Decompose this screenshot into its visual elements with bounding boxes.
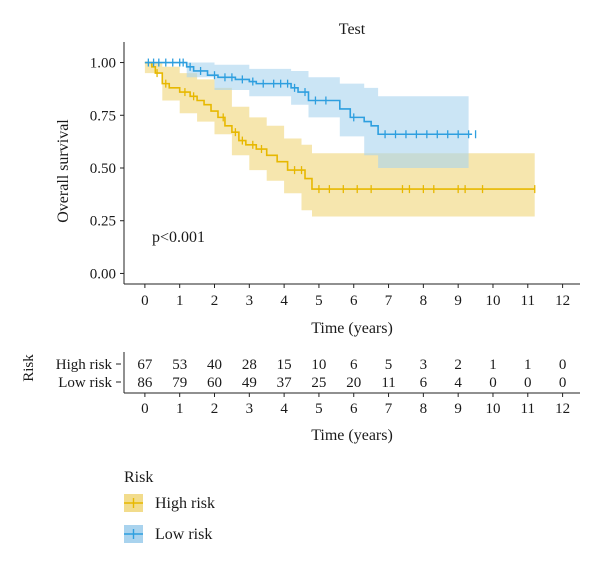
risk-x-tick-label: 1 <box>176 401 184 417</box>
risk-count-low-risk: 79 <box>172 375 187 391</box>
risk-count-high-risk: 5 <box>385 357 393 373</box>
risk-count-low-risk: 0 <box>489 375 497 391</box>
risk-count-high-risk: 1 <box>524 357 532 373</box>
legend-label-low-risk: Low risk <box>155 526 212 543</box>
risk-count-high-risk: 10 <box>311 357 326 373</box>
x-tick-label: 4 <box>280 293 288 309</box>
risk-count-high-risk: 1 <box>489 357 497 373</box>
risk-x-tick-label: 4 <box>280 401 288 417</box>
survival-curve-low-risk <box>144 61 473 136</box>
x-axis-label: Time (years) <box>311 320 393 337</box>
x-tick-label: 3 <box>246 293 254 309</box>
risk-count-low-risk: 60 <box>207 375 222 391</box>
risk-row-label-high-risk: High risk <box>56 357 113 373</box>
x-tick-label: 5 <box>315 293 323 309</box>
risk-count-high-risk: 0 <box>559 357 567 373</box>
x-tick-label: 7 <box>385 293 393 309</box>
confidence-band-high-risk <box>144 62 535 217</box>
y-tick-label: 0.25 <box>90 214 116 230</box>
risk-x-tick-label: 11 <box>521 401 535 417</box>
legend-title: Risk <box>124 469 153 486</box>
risk-count-high-risk: 53 <box>172 357 187 373</box>
legend-item-low-risk: Low risk <box>124 525 212 543</box>
risk-count-low-risk: 49 <box>242 375 257 391</box>
x-tick-label: 9 <box>454 293 462 309</box>
risk-count-low-risk: 6 <box>420 375 428 391</box>
risk-x-tick-label: 8 <box>420 401 428 417</box>
risk-count-low-risk: 20 <box>346 375 361 391</box>
risk-x-tick-label: 5 <box>315 401 323 417</box>
risk-count-high-risk: 2 <box>454 357 462 373</box>
survival-plot-area: 0.000.250.500.751.000 1 2 3 4 5 6 7 8 9 10 11 12 <box>90 42 580 309</box>
confidence-band-low-risk <box>144 62 469 168</box>
y-tick-label: 0.75 <box>90 108 116 124</box>
x-tick-label: 12 <box>555 293 570 309</box>
x-tick-label: 6 <box>350 293 358 309</box>
risk-count-high-risk: 3 <box>420 357 428 373</box>
risk-count-low-risk: 0 <box>559 375 567 391</box>
x-tick-label: 10 <box>485 293 500 309</box>
x-tick-label: 1 <box>176 293 184 309</box>
risk-count-high-risk: 28 <box>242 357 257 373</box>
risk-count-high-risk: 6 <box>350 357 358 373</box>
y-tick-label: 0.00 <box>90 266 116 282</box>
x-tick-label: 0 <box>141 293 149 309</box>
risk-x-tick-label: 12 <box>555 401 570 417</box>
risk-x-tick-label: 9 <box>454 401 462 417</box>
x-tick-label: 2 <box>211 293 219 309</box>
risk-count-low-risk: 86 <box>137 375 153 391</box>
risk-x-tick-label: 3 <box>246 401 254 417</box>
risk-count-high-risk: 40 <box>207 357 222 373</box>
risk-count-high-risk: 67 <box>137 357 153 373</box>
risk-row-label-low-risk: Low risk <box>58 375 112 391</box>
survival-curve-high-risk <box>144 61 535 190</box>
risk-table-axis-title: Risk <box>21 354 37 382</box>
p-value-annotation: p<0.001 <box>152 229 205 246</box>
risk-count-low-risk: 0 <box>524 375 532 391</box>
risk-x-tick-label: 2 <box>211 401 219 417</box>
risk-x-tick-label: 7 <box>385 401 393 417</box>
x-tick-label: 11 <box>521 293 535 309</box>
y-tick-label: 0.50 <box>90 161 116 177</box>
legend-label-high-risk: High risk <box>155 495 215 512</box>
x-tick-label: 8 <box>420 293 428 309</box>
risk-x-tick-label: 10 <box>485 401 500 417</box>
risk-count-low-risk: 37 <box>277 375 293 391</box>
risk-x-tick-label: 6 <box>350 401 358 417</box>
legend-item-high-risk: High risk <box>124 494 215 512</box>
risk-table-x-axis-label: Time (years) <box>311 427 393 444</box>
risk-x-tick-label: 0 <box>141 401 149 417</box>
y-axis-label: Overall survival <box>55 119 72 223</box>
legend: Risk High risk Low risk <box>124 469 215 543</box>
chart-title: Test <box>339 21 366 38</box>
risk-count-low-risk: 11 <box>381 375 395 391</box>
risk-count-low-risk: 25 <box>311 375 326 391</box>
y-tick-label: 1.00 <box>90 56 116 72</box>
risk-count-low-risk: 4 <box>454 375 462 391</box>
risk-count-high-risk: 15 <box>277 357 292 373</box>
